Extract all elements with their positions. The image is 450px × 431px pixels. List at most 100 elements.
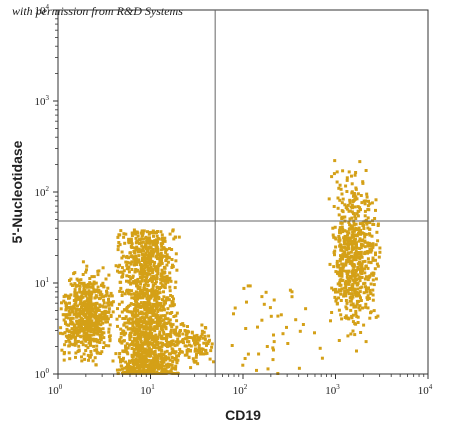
event-dot bbox=[67, 294, 70, 298]
event-dot bbox=[345, 301, 349, 305]
event-dot bbox=[67, 296, 70, 300]
event-dot bbox=[164, 357, 167, 361]
event-dot bbox=[156, 337, 160, 341]
event-dot bbox=[366, 208, 370, 211]
event-dot bbox=[304, 307, 308, 311]
event-dot bbox=[202, 330, 206, 334]
event-dot bbox=[83, 357, 87, 361]
event-dot bbox=[339, 187, 343, 191]
event-dot bbox=[339, 221, 343, 225]
event-dot bbox=[368, 288, 372, 292]
event-dot bbox=[90, 309, 94, 313]
event-dot bbox=[175, 325, 179, 329]
event-dot bbox=[94, 312, 98, 316]
event-dot bbox=[86, 325, 90, 329]
event-dot bbox=[115, 317, 119, 321]
event-dot bbox=[363, 209, 367, 213]
event-dot bbox=[141, 346, 145, 350]
event-dot bbox=[138, 296, 142, 300]
event-dot bbox=[360, 201, 364, 205]
event-dot bbox=[353, 271, 357, 275]
event-dot bbox=[260, 318, 264, 322]
event-dot bbox=[189, 366, 193, 370]
event-dot bbox=[337, 288, 341, 292]
event-dot bbox=[360, 255, 364, 259]
event-dot bbox=[374, 198, 378, 202]
event-dot bbox=[99, 327, 103, 331]
event-dot bbox=[96, 338, 100, 342]
event-dot bbox=[135, 278, 139, 282]
event-dot bbox=[76, 340, 80, 344]
event-dot bbox=[203, 352, 207, 356]
event-dot bbox=[194, 355, 198, 359]
event-dot bbox=[352, 222, 356, 226]
event-dot bbox=[98, 303, 102, 307]
event-dot bbox=[68, 357, 72, 361]
event-dot bbox=[84, 349, 88, 352]
event-dot bbox=[64, 306, 68, 310]
event-dot bbox=[344, 246, 348, 250]
event-dot bbox=[150, 249, 154, 253]
event-dot bbox=[123, 317, 127, 321]
event-dot bbox=[158, 333, 162, 336]
event-dot bbox=[337, 296, 341, 300]
event-dot bbox=[206, 342, 210, 346]
event-dot bbox=[148, 348, 152, 352]
event-dot bbox=[151, 275, 155, 278]
event-dot bbox=[104, 305, 108, 309]
event-dot bbox=[156, 310, 160, 314]
event-dot bbox=[163, 314, 167, 318]
event-dot bbox=[369, 250, 373, 254]
event-dot bbox=[369, 311, 372, 315]
event-dot bbox=[144, 321, 148, 325]
event-dot bbox=[130, 311, 134, 315]
event-dot bbox=[371, 258, 375, 262]
event-dot bbox=[135, 329, 139, 333]
event-dot bbox=[162, 290, 165, 294]
event-dot bbox=[116, 244, 120, 248]
event-dot bbox=[154, 280, 158, 284]
event-dot bbox=[352, 257, 356, 261]
event-dot bbox=[71, 316, 75, 320]
event-dot bbox=[93, 304, 97, 308]
event-dot bbox=[167, 365, 171, 369]
event-dot bbox=[156, 302, 160, 306]
y-tick-label: 100 bbox=[35, 367, 50, 381]
event-dot bbox=[127, 288, 131, 292]
event-dot bbox=[168, 318, 172, 322]
event-dot bbox=[201, 336, 205, 340]
event-dot bbox=[124, 232, 128, 236]
event-dot bbox=[149, 296, 153, 300]
event-dot bbox=[364, 218, 368, 222]
event-dot bbox=[81, 311, 85, 314]
event-dot bbox=[338, 283, 342, 287]
event-dot bbox=[154, 276, 158, 280]
event-dot bbox=[94, 310, 98, 314]
event-dot bbox=[200, 332, 204, 336]
event-dot bbox=[353, 276, 357, 280]
event-dot bbox=[133, 338, 137, 342]
event-dot bbox=[367, 275, 371, 278]
event-dot bbox=[131, 274, 135, 278]
event-dot bbox=[161, 305, 165, 309]
event-dot bbox=[342, 264, 346, 268]
event-dot bbox=[355, 349, 358, 353]
event-dot bbox=[141, 370, 145, 374]
event-dot bbox=[170, 301, 174, 305]
event-dot bbox=[127, 367, 131, 371]
event-dot bbox=[271, 346, 275, 350]
event-dot bbox=[360, 276, 364, 279]
event-dot bbox=[132, 280, 136, 284]
event-dot bbox=[354, 237, 357, 241]
event-dot bbox=[147, 346, 151, 350]
event-dot bbox=[160, 358, 164, 361]
event-dot bbox=[86, 282, 90, 286]
event-dot bbox=[331, 233, 335, 237]
event-dot bbox=[349, 332, 353, 336]
event-dot bbox=[162, 360, 166, 364]
event-dot bbox=[150, 288, 154, 292]
event-dot bbox=[135, 347, 138, 351]
event-dot bbox=[366, 287, 370, 291]
event-dot bbox=[128, 367, 132, 371]
event-dot bbox=[90, 292, 94, 296]
